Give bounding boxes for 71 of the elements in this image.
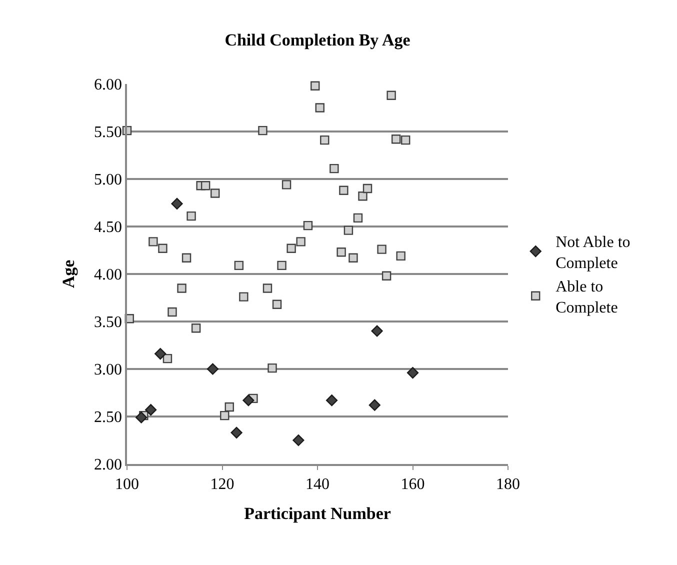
point: [320, 135, 330, 145]
point: [362, 184, 372, 194]
point: [220, 410, 230, 420]
point: [377, 244, 386, 254]
y-axis-title: Age: [59, 259, 78, 288]
point: [303, 220, 313, 230]
point: [200, 181, 210, 190]
point: [282, 180, 292, 190]
point: [145, 404, 157, 416]
point: [386, 90, 396, 100]
point: [330, 164, 339, 174]
point: [339, 186, 348, 195]
y-tick-label: 4.00: [94, 266, 122, 284]
point: [315, 103, 324, 112]
point: [239, 292, 248, 302]
y-tick-label: 4.50: [94, 219, 122, 236]
point: [371, 325, 383, 337]
point: [182, 253, 192, 262]
point: [368, 399, 380, 411]
point: [272, 300, 282, 309]
point: [210, 188, 220, 198]
x-tick-label: 100: [115, 476, 139, 493]
x-tick-label: 160: [400, 476, 425, 493]
point: [326, 394, 338, 406]
point: [186, 211, 196, 221]
point: [277, 260, 286, 270]
legend-label: Not Able to Complete: [556, 234, 630, 272]
point: [268, 363, 277, 373]
point: [286, 244, 296, 253]
x-tick-label: 120: [210, 476, 234, 493]
point: [296, 237, 306, 246]
point: [396, 251, 406, 261]
point: [292, 434, 304, 446]
point: [158, 244, 168, 253]
point: [171, 198, 183, 210]
point: [206, 363, 219, 375]
point: [358, 192, 368, 201]
point: [258, 126, 268, 136]
legend-label: Able to Complete: [556, 278, 618, 317]
y-tick-label: 3.00: [94, 362, 122, 379]
x-tick-label: 180: [496, 476, 520, 493]
y-tick-label: 3.50: [94, 314, 122, 332]
point: [154, 348, 166, 360]
point: [148, 237, 158, 246]
point: [191, 324, 201, 333]
point: [310, 81, 320, 90]
y-tick-label: 2.00: [94, 456, 122, 474]
point: [391, 134, 401, 144]
point: [234, 260, 244, 270]
point: [242, 394, 254, 406]
point: [382, 271, 392, 280]
point: [224, 402, 234, 412]
y-tick-label: 2.50: [94, 409, 122, 426]
point: [262, 284, 272, 293]
point: [348, 253, 358, 262]
point: [230, 426, 242, 438]
point: [162, 354, 172, 364]
x-tick-label: 140: [306, 476, 330, 493]
point: [168, 307, 177, 317]
y-tick-label: 5.00: [94, 172, 122, 189]
y-tick-label: 5.50: [94, 124, 122, 142]
y-tick-label: 6.00: [94, 76, 122, 94]
point: [401, 135, 410, 145]
chart-title: Child Completion By Age: [224, 30, 411, 50]
point: [135, 412, 148, 424]
x-axis-title: Participant Number: [244, 504, 392, 523]
point: [177, 284, 186, 293]
point: [344, 226, 354, 235]
point: [336, 248, 346, 257]
point: [406, 367, 419, 379]
point: [353, 213, 363, 223]
